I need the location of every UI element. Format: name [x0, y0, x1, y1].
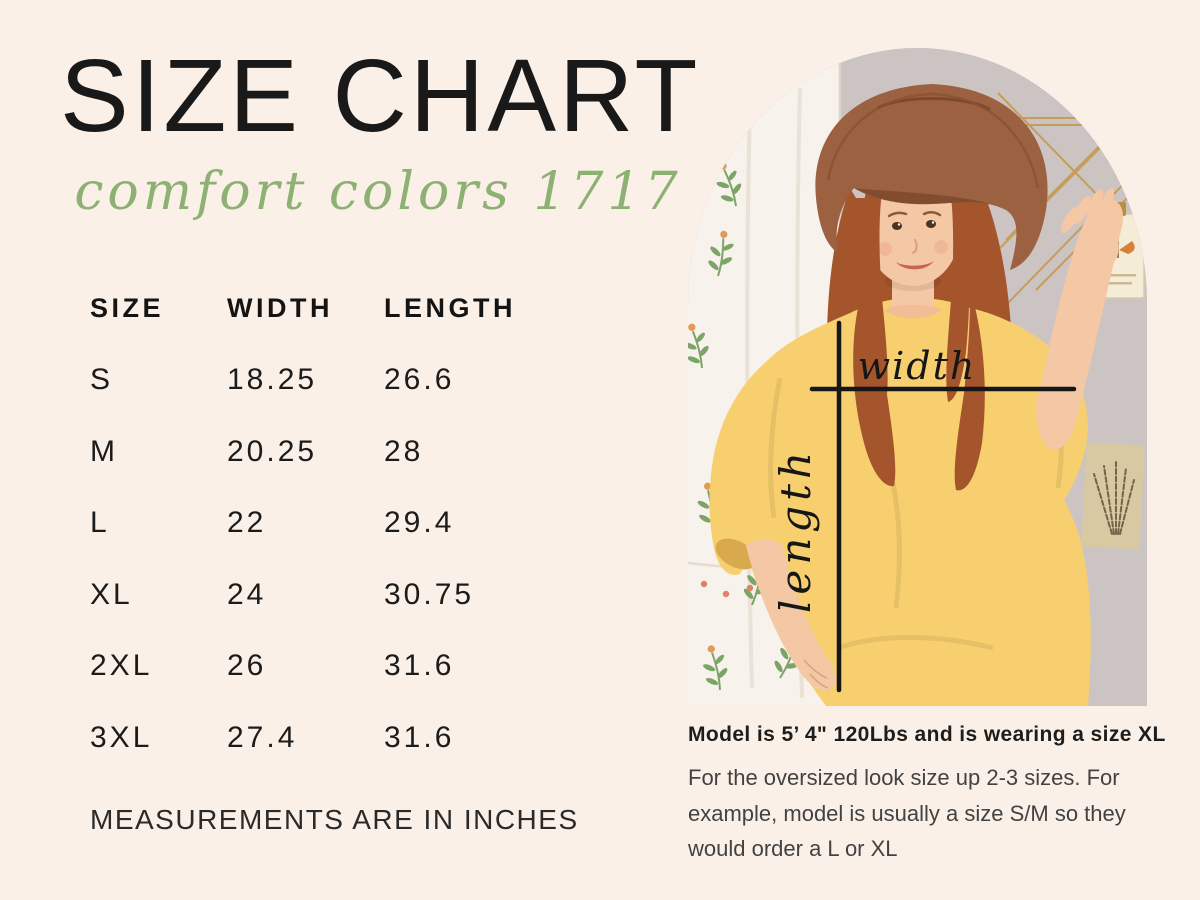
- width-cell: 26: [227, 649, 267, 683]
- model-hair-front: [853, 300, 985, 491]
- measurements-footnote: MEASUREMENTS ARE IN INCHES: [90, 804, 579, 835]
- hat: [815, 84, 1048, 270]
- face-features: [878, 211, 948, 270]
- column-header-width: WIDTH: [227, 293, 333, 324]
- model-caption: Model is 5’ 4" 120Lbs and is wearing a s…: [688, 723, 1166, 746]
- page-title: SIZE CHART: [60, 38, 701, 153]
- size-cell: L: [90, 506, 110, 540]
- width-cell: 24: [227, 577, 267, 611]
- column-header-length: LENGTH: [384, 293, 516, 324]
- size-cell: M: [90, 434, 118, 468]
- width-cell: 18.25: [227, 363, 318, 397]
- length-cell: 31.6: [384, 720, 455, 754]
- width-cell: 22: [227, 506, 267, 540]
- hand: [1060, 187, 1119, 267]
- width-cell: 27.4: [227, 720, 298, 754]
- page-subtitle: comfort colors 1717: [74, 162, 682, 222]
- sizing-note-line: would order a L or XL: [688, 836, 898, 861]
- length-cell: 26.6: [384, 363, 455, 397]
- length-cell: 30.75: [384, 577, 475, 611]
- size-cell: 2XL: [90, 649, 153, 683]
- length-cell: 28: [384, 434, 424, 468]
- size-cell: XL: [90, 577, 133, 611]
- length-script-label: length: [771, 447, 820, 613]
- width-cell: 20.25: [227, 434, 318, 468]
- width-script-label: width: [858, 344, 977, 388]
- measurement-annotation: width length: [771, 320, 1077, 693]
- length-cell: 29.4: [384, 506, 455, 540]
- size-table: SIZE WIDTH LENGTH S 18.25 26.6 M 20.25 2…: [90, 273, 559, 774]
- skeleton-hand-card: [1081, 442, 1145, 550]
- size-cell: S: [90, 363, 114, 397]
- sizing-note: For the oversized look size up 2-3 sizes…: [688, 760, 1168, 867]
- model-photo: width length: [688, 48, 1147, 706]
- size-cell: 3XL: [90, 720, 153, 754]
- sizing-note-line: example, model is usually a size S/M so …: [688, 800, 1126, 826]
- length-cell: 31.6: [384, 649, 455, 683]
- column-header-size: SIZE: [90, 293, 165, 324]
- left-arm: [746, 538, 836, 691]
- tshirt: [709, 298, 1091, 706]
- sizing-note-line: For the oversized look size up 2-3 sizes…: [688, 765, 1120, 790]
